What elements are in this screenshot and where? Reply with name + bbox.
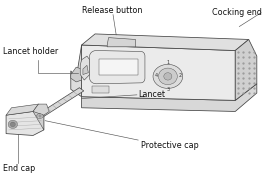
Text: End cap: End cap — [4, 164, 36, 173]
Ellipse shape — [153, 64, 183, 88]
Ellipse shape — [36, 114, 43, 118]
Polygon shape — [82, 84, 257, 111]
Polygon shape — [6, 104, 44, 115]
Polygon shape — [83, 65, 88, 75]
Ellipse shape — [164, 73, 172, 80]
Text: Cocking end: Cocking end — [212, 8, 262, 17]
Text: Lancet: Lancet — [138, 90, 165, 99]
Text: Protective cap: Protective cap — [141, 141, 199, 150]
Polygon shape — [82, 45, 235, 100]
Polygon shape — [33, 104, 44, 130]
Polygon shape — [99, 59, 138, 76]
Text: 2: 2 — [178, 73, 181, 78]
Polygon shape — [71, 67, 82, 82]
Text: 3: 3 — [166, 87, 169, 92]
Polygon shape — [90, 51, 145, 84]
Polygon shape — [39, 88, 84, 117]
Text: 1: 1 — [166, 60, 169, 65]
Text: Lancet holder: Lancet holder — [4, 47, 59, 56]
Polygon shape — [6, 111, 44, 135]
Polygon shape — [33, 104, 49, 115]
Polygon shape — [82, 34, 249, 51]
Text: 4: 4 — [154, 73, 157, 78]
Polygon shape — [92, 86, 109, 93]
Polygon shape — [107, 38, 136, 47]
Polygon shape — [80, 56, 90, 80]
Ellipse shape — [10, 122, 15, 127]
Ellipse shape — [8, 120, 18, 129]
Polygon shape — [235, 39, 257, 100]
Text: Release button: Release button — [82, 6, 143, 15]
Ellipse shape — [159, 68, 177, 85]
Polygon shape — [71, 45, 82, 97]
